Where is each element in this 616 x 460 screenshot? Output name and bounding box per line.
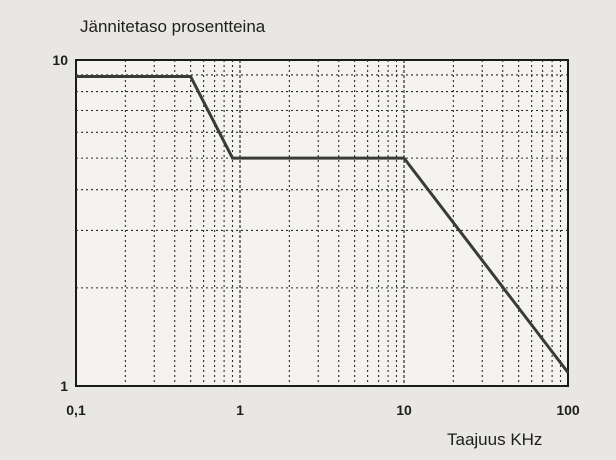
- chart-title: Jännitetaso prosentteina: [80, 17, 266, 36]
- x-tick-label: 10: [396, 402, 412, 418]
- grid: [76, 60, 568, 386]
- x-axis-label: Taajuus KHz: [447, 430, 542, 449]
- x-tick-label: 1: [236, 402, 244, 418]
- y-tick-label: 1: [60, 378, 68, 394]
- y-tick-label: 10: [52, 52, 68, 68]
- tick-labels: 0,1 1 10 100 10 1: [52, 52, 579, 418]
- series-layer: [76, 75, 570, 374]
- x-tick-label: 0,1: [66, 402, 86, 418]
- plot-area: [75, 59, 569, 387]
- x-tick-label: 100: [556, 402, 580, 418]
- series-line-0: [76, 75, 570, 374]
